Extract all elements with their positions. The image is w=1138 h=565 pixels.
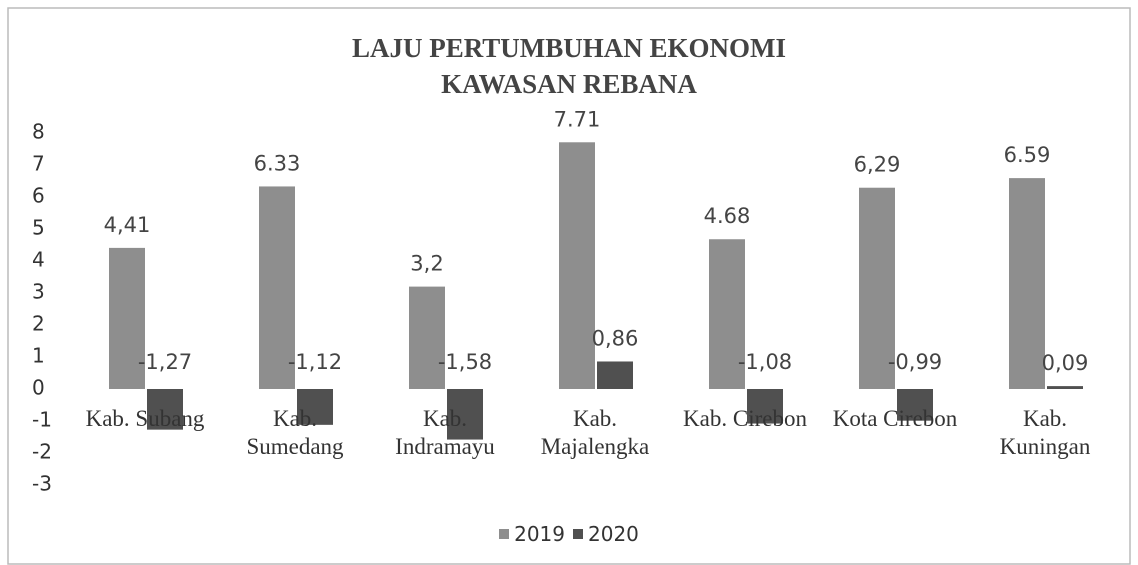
y-tick-label: 6 — [32, 184, 45, 208]
y-tick-label: -3 — [32, 472, 52, 496]
x-tick-label: Kab. Indramayu — [395, 406, 495, 459]
y-tick-label: 0 — [32, 376, 45, 400]
y-tick-label: -1 — [32, 408, 52, 432]
data-label: 0,09 — [1042, 351, 1089, 375]
data-label: 0,86 — [592, 326, 639, 350]
frame — [7, 7, 1131, 565]
bar — [1009, 178, 1045, 389]
y-tick-label: 3 — [32, 280, 45, 304]
bar — [409, 286, 445, 389]
data-label: 4.68 — [704, 204, 751, 228]
x-tick-label: Kab. Sumedang — [246, 406, 344, 459]
bar — [1047, 386, 1083, 389]
y-tick-label: 8 — [32, 120, 45, 144]
bar — [559, 142, 595, 389]
data-label: 6.59 — [1004, 143, 1051, 167]
bar — [897, 389, 933, 421]
legend-item: 2020 — [573, 522, 639, 546]
legend-label: 2019 — [514, 522, 565, 546]
y-tick-label: 1 — [32, 344, 45, 368]
data-label: -1,12 — [288, 350, 342, 374]
data-label: 4,41 — [104, 213, 151, 237]
data-label: 6.33 — [254, 151, 301, 175]
y-tick-label: 4 — [32, 248, 45, 272]
bar — [147, 389, 183, 430]
bar — [109, 247, 145, 389]
bar — [259, 186, 295, 389]
legend-item: 2019 — [499, 522, 565, 546]
y-tick-label: 7 — [32, 152, 45, 176]
x-tick-label: Kab. Kuningan — [999, 406, 1091, 459]
y-tick-label: 2 — [32, 312, 45, 336]
y-tick-label: -2 — [32, 440, 52, 464]
x-tick-label: Kab. Subang — [85, 406, 205, 431]
legend-swatch — [573, 529, 583, 539]
data-label: -1,08 — [738, 350, 792, 374]
bar — [747, 389, 783, 424]
data-label: 7.71 — [554, 107, 601, 131]
y-tick-label: 5 — [32, 216, 45, 240]
bar — [709, 239, 745, 389]
chart-title: LAJU PERTUMBUHAN EKONOMI KAWASAN REBANA — [351, 33, 787, 99]
legend-swatch — [499, 529, 510, 539]
data-label: 3,2 — [410, 252, 443, 276]
bar — [859, 187, 895, 389]
bar — [297, 389, 333, 425]
x-tick-label: Kab. Cirebon — [683, 406, 807, 431]
data-label: -0,99 — [888, 350, 942, 374]
legend: 2019 2020 — [0, 520, 1138, 546]
bar — [447, 389, 483, 440]
data-label: -1,27 — [138, 350, 192, 374]
data-label: 6,29 — [854, 153, 901, 177]
data-label: -1,58 — [438, 350, 492, 374]
legend-label: 2020 — [588, 522, 639, 546]
x-tick-label: Kota Cirebon — [832, 406, 958, 431]
x-tick-label: Kab. Majalengka — [540, 406, 650, 459]
bar — [597, 361, 633, 389]
